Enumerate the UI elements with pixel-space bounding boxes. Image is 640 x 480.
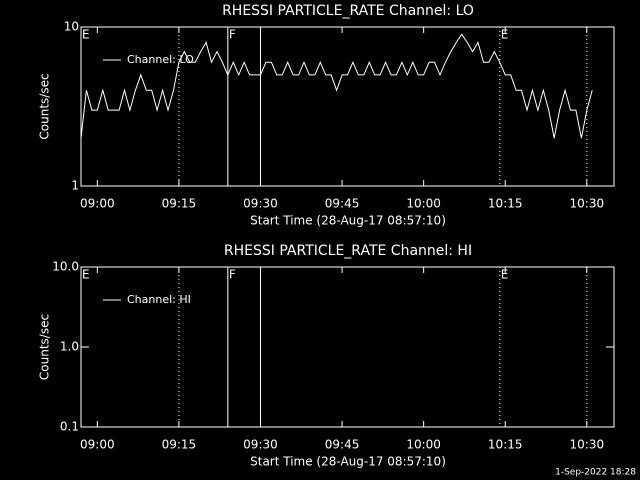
x-axis-label: Start Time (28-Aug-17 08:57:10) [250,455,446,469]
plot-frame [80,266,615,428]
annotation: E [501,268,509,282]
annotation: F [229,268,236,282]
annotation: E [501,28,509,42]
annotation: E [82,28,90,42]
chart-title: RHESSI PARTICLE_RATE Channel: HI [224,243,472,259]
annotation: F [229,28,236,42]
x-tick-label: 10:15 [488,438,523,452]
x-tick-label: 10:30 [570,438,605,452]
x-tick-label: 09:00 [80,197,115,211]
annotation: E [82,268,90,282]
y-axis-label: Counts/sec [38,73,52,139]
x-tick-label: 10:00 [406,438,441,452]
legend-label: Channel: HI [127,293,191,306]
data-line [80,33,593,139]
x-axis-label: Start Time (28-Aug-17 08:57:10) [250,214,446,228]
x-tick-label: 09:45 [325,197,360,211]
x-tick-label: 10:00 [406,197,441,211]
y-tick-label: 0.1 [60,420,79,434]
legend-label: Channel: LO [127,53,194,66]
plot-frame [80,26,615,187]
x-tick-label: 09:00 [80,438,115,452]
x-tick-label: 09:30 [243,438,278,452]
x-tick-label: 09:15 [162,438,197,452]
y-tick-label: 10.0 [52,260,79,274]
x-tick-label: 10:30 [570,197,605,211]
footer: 1-Sep-2022 18:28 [555,468,636,478]
x-tick-label: 09:15 [162,197,197,211]
x-tick-label: 09:30 [243,197,278,211]
y-tick-label: 10 [64,20,79,34]
chart-title: RHESSI PARTICLE_RATE Channel: LO [222,3,474,19]
x-tick-label: 09:45 [325,438,360,452]
x-tick-label: 10:15 [488,197,523,211]
y-tick-label: 1.0 [60,340,79,354]
y-tick-label: 1 [71,179,79,193]
y-axis-label: Counts/sec [38,314,52,380]
